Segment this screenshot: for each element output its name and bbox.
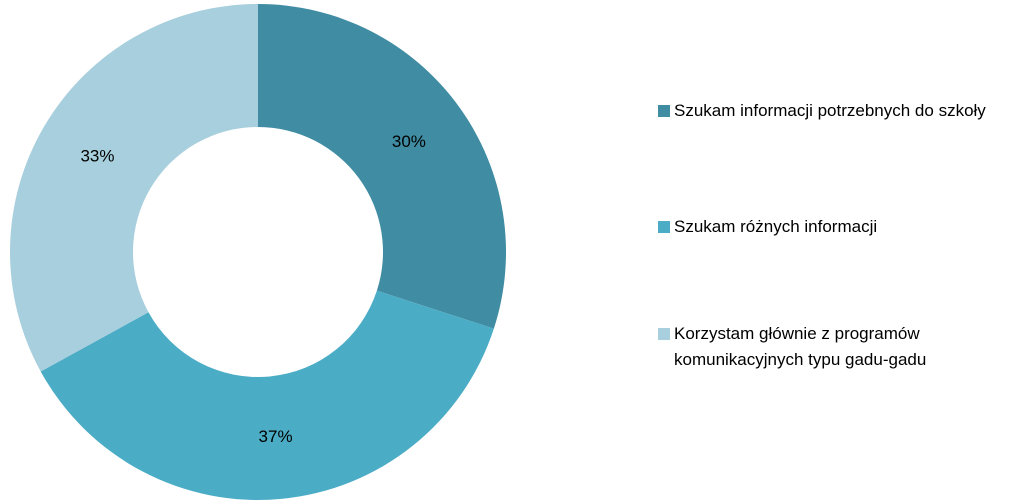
legend-label: Szukam informacji potrzebnych do szkoły [674,101,986,120]
legend-label: Szukam różnych informacji [674,217,878,236]
legend-entry: Szukam informacji potrzebnych do szkoły [658,98,1030,124]
slice [40,290,494,500]
legend-entry: Szukam różnych informacji [658,214,1030,240]
slice [258,4,506,329]
legend-swatch [658,328,670,340]
data-label: 37% [259,427,293,446]
donut: 30% 37% 33% [10,4,506,500]
legend-entry: Korzystam głównie z programów komunikacy… [658,321,1030,373]
legend-label: Korzystam głównie z programów komunikacy… [674,324,927,369]
data-label: 33% [80,147,114,166]
legend-swatch [658,221,670,233]
legend-swatch [658,105,670,117]
slice [10,4,259,372]
data-label: 30% [392,132,426,151]
